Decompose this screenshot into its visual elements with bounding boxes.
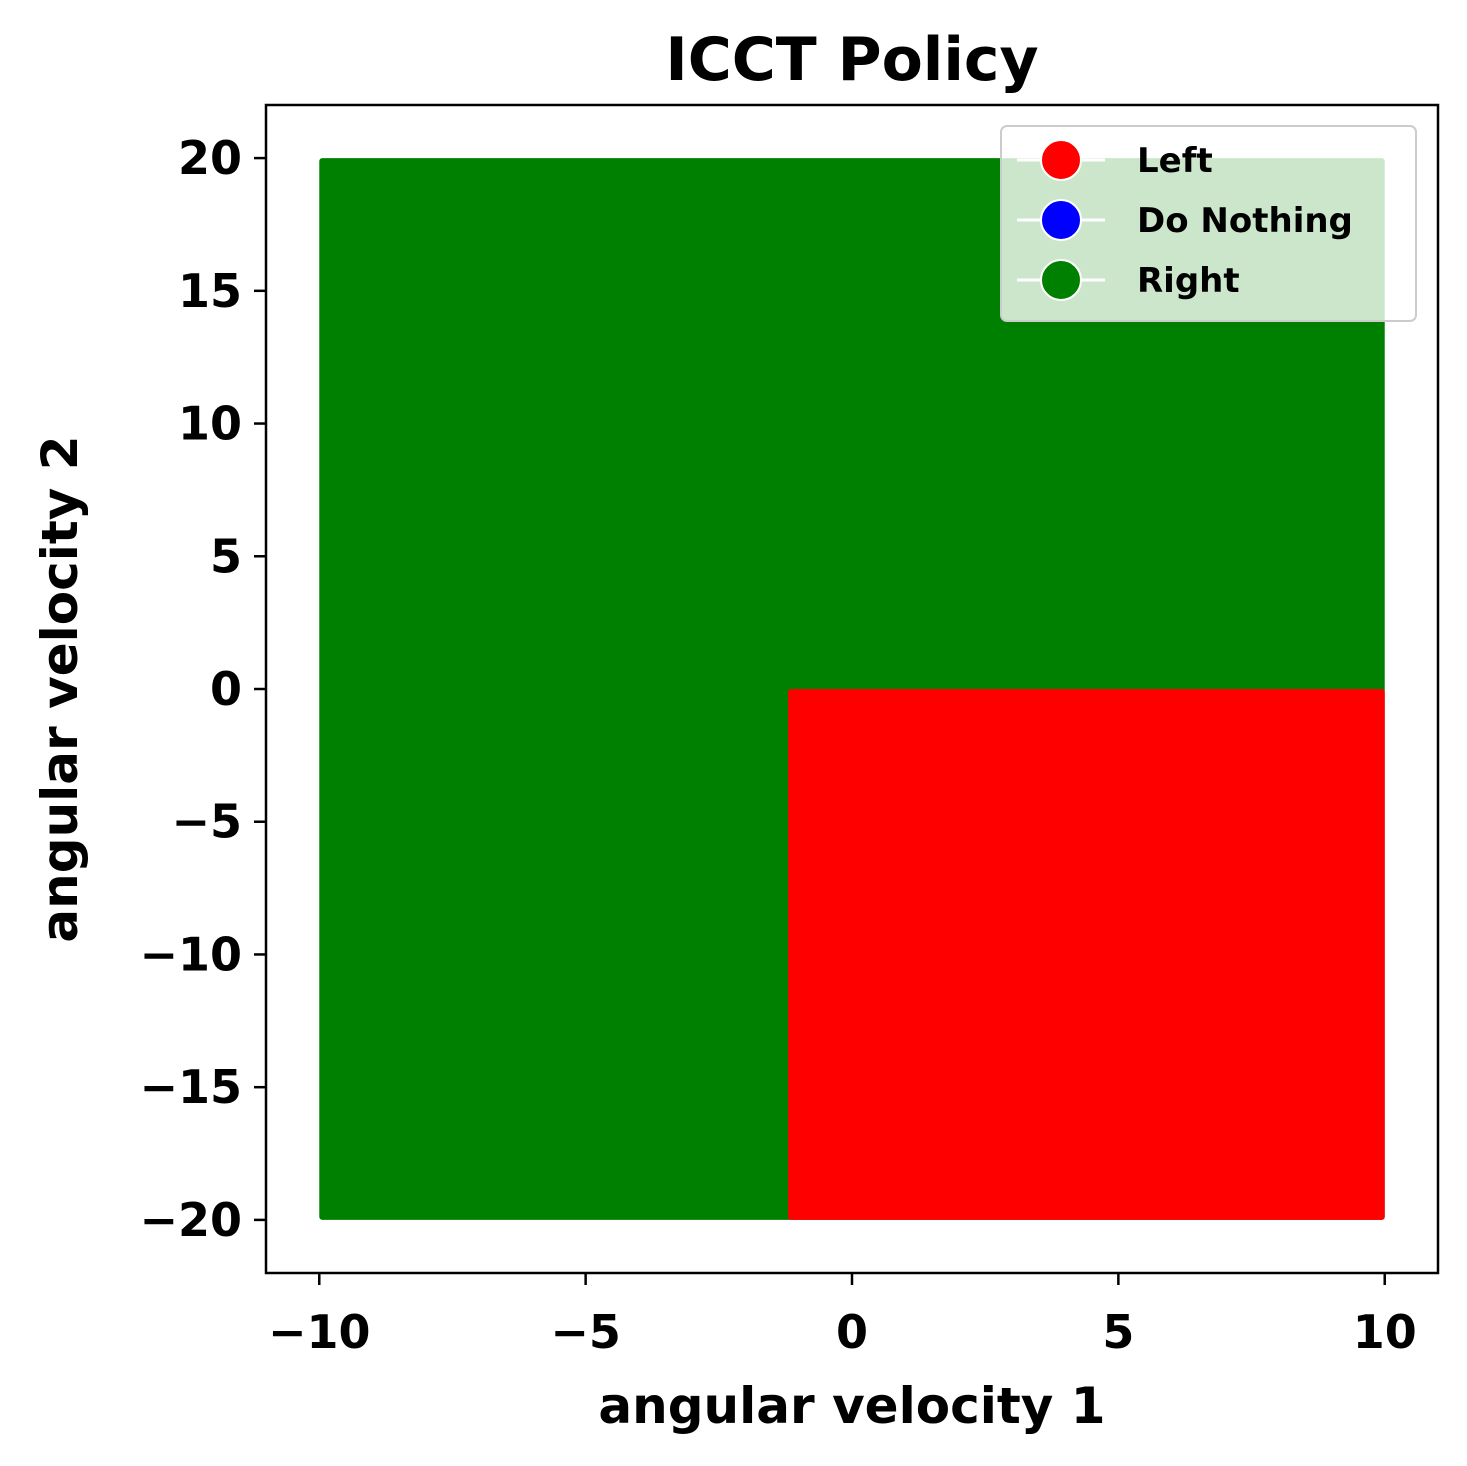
y-tick-label: 0	[210, 662, 242, 716]
policy-regions	[319, 158, 1385, 1220]
legend: Left Do Nothing Right	[1000, 125, 1417, 322]
legend-box	[1000, 125, 1417, 322]
chart-title: ICCT Policy	[665, 25, 1038, 95]
x-axis-label: angular velocity 1	[598, 1377, 1105, 1435]
y-tick-label: −15	[139, 1060, 242, 1114]
x-tick-label: −10	[268, 1305, 371, 1359]
y-tick-label: 20	[178, 131, 242, 185]
x-tick-label: 10	[1353, 1305, 1417, 1359]
y-tick-label: −5	[171, 795, 242, 849]
y-tick-label: −20	[139, 1193, 242, 1247]
y-tick-label: 10	[178, 397, 242, 451]
legend-label-do-nothing: Do Nothing	[1137, 201, 1353, 241]
x-tick-label: 0	[836, 1305, 868, 1359]
x-tick-label: −5	[550, 1305, 621, 1359]
legend-label-right: Right	[1137, 261, 1240, 301]
x-tick-label: 5	[1102, 1305, 1134, 1359]
y-tick-label: −10	[139, 927, 242, 981]
legend-marker-left	[1040, 139, 1082, 181]
legend-marker-right	[1040, 259, 1082, 301]
legend-marker-do-nothing	[1040, 199, 1082, 241]
x-axis-ticks: −10 −5 0 5 10	[268, 1273, 1417, 1359]
y-axis-label: angular velocity 2	[31, 435, 89, 942]
y-axis-ticks: −20 −15 −10 −5 0 5 10 15 20	[139, 131, 266, 1247]
y-tick-label: 5	[210, 529, 242, 583]
legend-label-left: Left	[1137, 141, 1213, 181]
region-left	[788, 689, 1385, 1220]
y-tick-label: 15	[178, 264, 242, 318]
